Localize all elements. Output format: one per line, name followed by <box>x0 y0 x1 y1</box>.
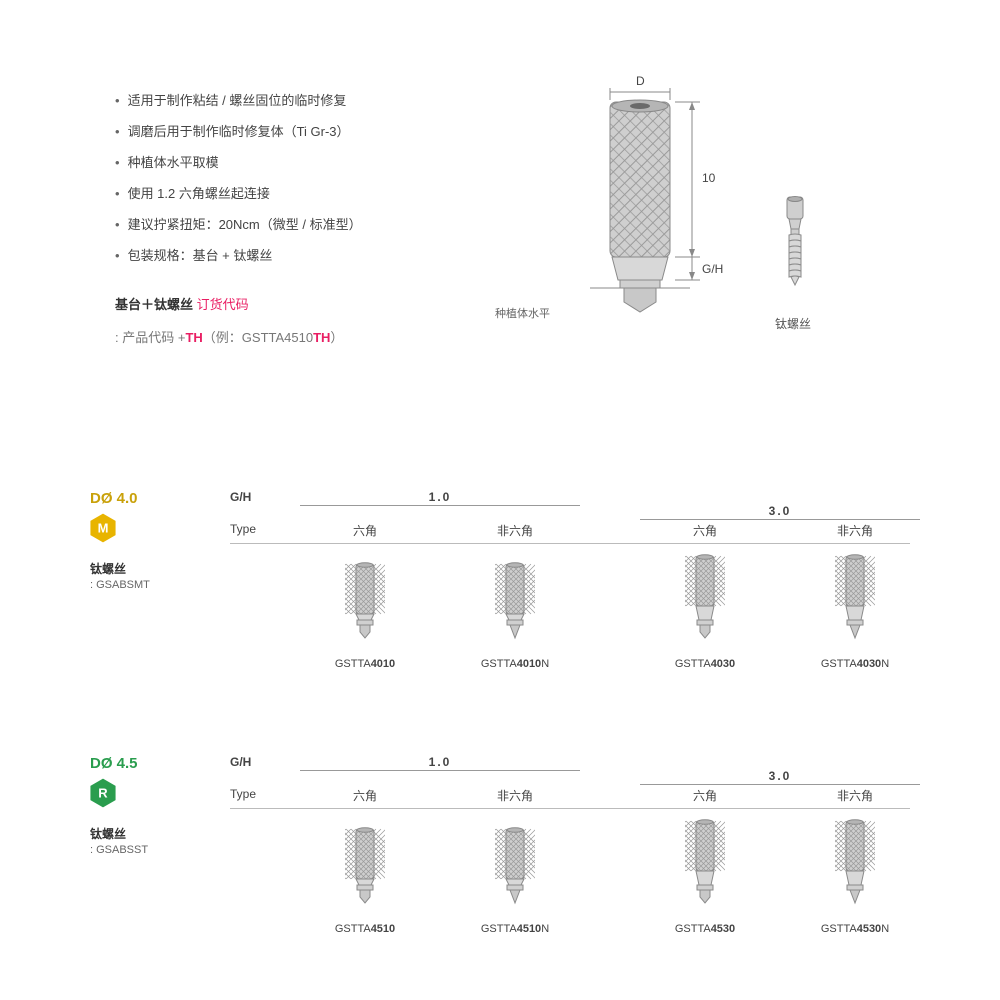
feature-bullet: 建议拧紧扭矩：20Ncm（微型 / 标准型） <box>115 214 475 233</box>
product-item: GSTTA4530 <box>630 817 780 935</box>
implant-level-label: 种植体水平 <box>495 305 550 321</box>
order-title-black: 基台＋钛螺丝 <box>115 297 193 312</box>
diagram-area: D <box>475 90 875 370</box>
header-gh: G/H <box>230 755 290 769</box>
product-code: GSTTA4030 <box>630 658 780 670</box>
screw-diagram <box>775 195 815 305</box>
group-table: G/H 1.0 3.0 Type 六角 非六角 六角 非六角 GSTTA4510… <box>230 755 910 935</box>
product-item: GSTTA4030N <box>780 552 930 670</box>
group-left: DØ 4.5 R 钛螺丝 : GSABSST <box>90 755 210 856</box>
type-label: 六角 <box>290 787 440 804</box>
header-type: Type <box>230 522 290 539</box>
order-th1: TH <box>185 330 202 345</box>
gh-value: 3.0 <box>630 504 930 518</box>
type-label: 六角 <box>290 522 440 539</box>
order-code-block: 基台＋钛螺丝 订货代码 : 产品代码 +TH（例：GSTTA4510TH） <box>115 280 475 346</box>
dim-height: 10 <box>702 171 716 185</box>
size-label: DØ 4.0 <box>90 490 210 507</box>
product-code: GSTTA4510 <box>290 923 440 935</box>
product-code: GSTTA4510N <box>440 923 590 935</box>
feature-bullet: 适用于制作粘结 / 螺丝固位的临时修复 <box>115 90 475 109</box>
type-label: 六角 <box>630 522 780 539</box>
feature-bullet: 使用 1.2 六角螺丝起连接 <box>115 183 475 202</box>
svg-text:R: R <box>98 785 108 800</box>
order-th2: TH <box>313 330 330 345</box>
dim-gh: G/H <box>702 262 723 276</box>
header-type: Type <box>230 787 290 804</box>
screw-label: 钛螺丝 <box>775 315 811 332</box>
screw-ref-label: 钛螺丝 <box>90 825 210 842</box>
screw-ref-label: 钛螺丝 <box>90 560 210 577</box>
screw-ref-code: : GSABSST <box>90 844 210 856</box>
feature-bullet: 调磨后用于制作临时修复体（Ti Gr-3） <box>115 121 475 140</box>
product-item: GSTTA4010N <box>440 560 590 670</box>
product-item: GSTTA4530N <box>780 817 930 935</box>
group-left: DØ 4.0 M 钛螺丝 : GSABSMT <box>90 490 210 591</box>
order-line2-prefix: : 产品代码 + <box>115 330 185 345</box>
product-item: GSTTA4010 <box>290 560 440 670</box>
abutment-diagram: D <box>590 70 790 350</box>
type-label: 非六角 <box>780 522 930 539</box>
screw-ref-code: : GSABSMT <box>90 579 210 591</box>
gh-value: 1.0 <box>290 755 590 769</box>
header-gh: G/H <box>230 490 290 504</box>
product-item: GSTTA4510 <box>290 825 440 935</box>
product-code: GSTTA4030N <box>780 658 930 670</box>
type-label: 非六角 <box>780 787 930 804</box>
dim-d: D <box>636 74 645 88</box>
feature-bullet: 包装规格：基台 + 钛螺丝 <box>115 245 475 264</box>
type-label: 非六角 <box>440 522 590 539</box>
order-title-pink: 订货代码 <box>193 297 249 312</box>
feature-bullet: 种植体水平取模 <box>115 152 475 171</box>
group-table: G/H 1.0 3.0 Type 六角 非六角 六角 非六角 GSTTA4010… <box>230 490 910 670</box>
size-label: DØ 4.5 <box>90 755 210 772</box>
product-item: GSTTA4510N <box>440 825 590 935</box>
svg-text:M: M <box>98 520 109 535</box>
product-code: GSTTA4530 <box>630 923 780 935</box>
type-label: 非六角 <box>440 787 590 804</box>
product-code: GSTTA4530N <box>780 923 930 935</box>
product-code: GSTTA4010 <box>290 658 440 670</box>
product-item: GSTTA4030 <box>630 552 780 670</box>
gh-value: 3.0 <box>630 769 930 783</box>
product-code: GSTTA4010N <box>440 658 590 670</box>
gh-value: 1.0 <box>290 490 590 504</box>
order-line2-mid: （例：GSTTA4510 <box>203 330 313 345</box>
order-line2-suffix: ） <box>330 330 343 345</box>
type-label: 六角 <box>630 787 780 804</box>
